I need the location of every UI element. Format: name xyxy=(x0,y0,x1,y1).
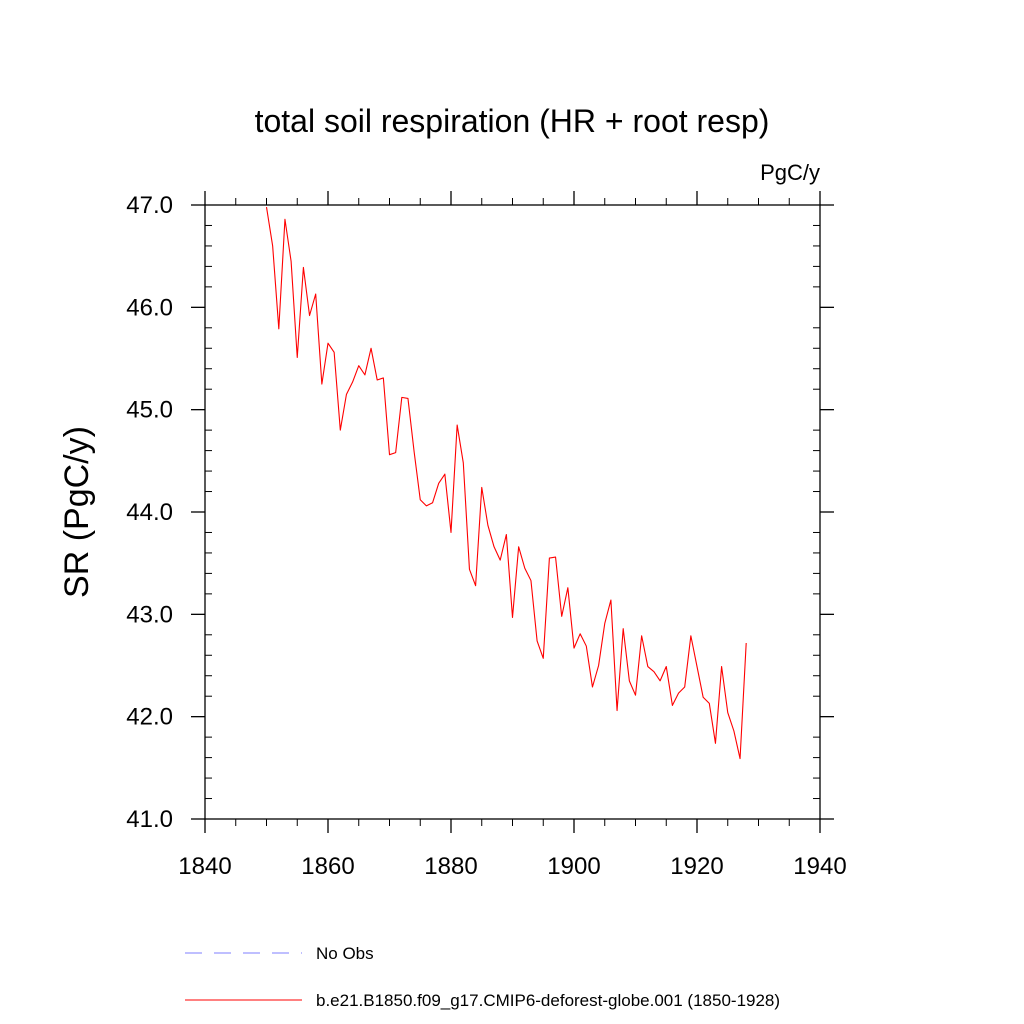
y-tick-label: 41.0 xyxy=(126,806,173,833)
x-tick-label: 1840 xyxy=(178,853,231,880)
plot-frame xyxy=(204,204,821,820)
x-tick-label: 1860 xyxy=(301,853,354,880)
chart-title: total soil respiration (HR + root resp) xyxy=(255,103,770,139)
x-tick-labels: 1840 1860 1880 1900 1920 1940 xyxy=(178,853,846,880)
minor-ticks xyxy=(205,198,820,826)
series-line xyxy=(265,206,747,760)
y-tick-label: 47.0 xyxy=(126,192,173,219)
y-tick-label: 43.0 xyxy=(126,601,173,628)
y-tick-labels: 41.0 42.0 43.0 44.0 45.0 46.0 47.0 xyxy=(126,192,173,833)
legend-label: b.e21.B1850.f09_g17.CMIP6-deforest-globe… xyxy=(316,991,780,1010)
x-tick-label: 1940 xyxy=(793,853,846,880)
x-tick-label: 1880 xyxy=(424,853,477,880)
y-axis-label: SR (PgC/y) xyxy=(58,426,96,598)
legend: No Obs b.e21.B1850.f09_g17.CMIP6-deforest… xyxy=(185,944,780,1010)
y-tick-label: 46.0 xyxy=(126,294,173,321)
legend-label: No Obs xyxy=(316,944,374,963)
x-tick-label: 1900 xyxy=(547,853,600,880)
units-label: PgC/y xyxy=(760,160,820,185)
x-tick-label: 1920 xyxy=(670,853,723,880)
series-layer xyxy=(265,206,747,760)
y-tick-label: 42.0 xyxy=(126,704,173,731)
y-tick-label: 44.0 xyxy=(126,499,173,526)
y-tick-label: 45.0 xyxy=(126,397,173,424)
major-ticks xyxy=(191,191,834,833)
